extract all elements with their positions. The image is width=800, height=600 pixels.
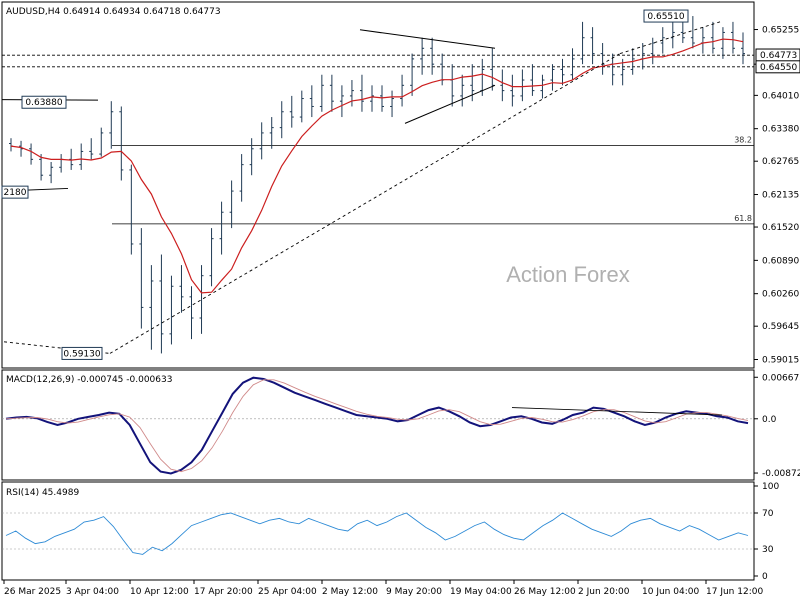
macd-panel-frame xyxy=(1,369,755,481)
time-tick-label: 25 Apr 04:00 xyxy=(258,587,317,597)
macd-indicator: 0.006675 0.0 -0.008724 xyxy=(2,373,800,479)
annotation-box xyxy=(61,346,103,360)
price-grid xyxy=(2,29,758,361)
rsi-tick-label: 30 xyxy=(762,545,774,555)
watermark: Action Forex xyxy=(506,262,630,287)
annotation-label: 0.59130 xyxy=(63,349,100,359)
candlestick-series xyxy=(9,16,745,354)
time-tick-label: 17 Jun 12:00 xyxy=(706,587,763,597)
price-panel-frame xyxy=(1,1,755,369)
price-tick-label: 0.59645 xyxy=(762,322,799,332)
rsi-tick-label: 70 xyxy=(762,509,774,519)
chart-header: AUDUSD,H4 0.64914 0.64934 0.64718 0.6477… xyxy=(6,7,221,17)
macd-tick-label: 0.006675 xyxy=(762,373,800,383)
time-tick-label: 10 Apr 12:00 xyxy=(130,587,189,597)
time-tick-label: 9 May 20:00 xyxy=(386,587,442,597)
fib-level-label: 61.8 xyxy=(734,214,752,223)
time-tick-label: 10 Jun 04:00 xyxy=(642,587,699,597)
macd-line xyxy=(5,376,749,475)
time-tick-label: 17 Apr 20:00 xyxy=(194,587,253,597)
macd-tick-label: -0.008724 xyxy=(762,469,800,479)
time-tick-label: 3 Apr 04:00 xyxy=(66,587,119,597)
moving-average-path xyxy=(10,38,744,294)
price-tick-label: 0.59015 xyxy=(762,356,799,366)
price-tick-label: 0.63380 xyxy=(762,125,799,135)
rsi-line xyxy=(5,512,749,555)
price-tick-label: 0.62765 xyxy=(762,157,799,167)
price-axis-labels: 0.652550.646000.640100.633800.627650.621… xyxy=(762,26,799,366)
time-tick-label: 19 May 04:00 xyxy=(450,587,512,597)
rising-trendline-ext xyxy=(619,21,721,55)
price-tick-label: 0.62135 xyxy=(762,191,799,201)
time-tick-label: 2 Jun 20:00 xyxy=(578,587,630,597)
triangle-upper xyxy=(359,29,496,49)
price-tick-label: 0.64010 xyxy=(762,91,799,101)
price-tags: 0.64773 0.64550 xyxy=(755,48,800,74)
moving-average-line xyxy=(10,38,744,294)
price-tag-label: 0.64550 xyxy=(760,63,797,73)
rsi-indicator: 100 70 30 0 xyxy=(2,482,779,582)
price-tick-label: 0.60260 xyxy=(762,290,799,300)
rsi-tick-label: 100 xyxy=(762,482,779,492)
price-tick-label: 0.61520 xyxy=(762,223,799,233)
fib-levels: 38.2 61.8 xyxy=(112,136,754,225)
time-tick-label: 26 May 12:00 xyxy=(514,587,576,597)
rsi-tick-label: 0 xyxy=(762,572,768,582)
rsi-panel-frame xyxy=(1,481,755,581)
time-axis: 26 Mar 2025 3 Apr 04:00 10 Apr 12:00 17 Apr… xyxy=(3,580,763,597)
rising-trendline xyxy=(109,53,621,354)
annotation-box xyxy=(643,9,689,23)
time-tick-label: 2 May 12:00 xyxy=(322,587,378,597)
annotation-box xyxy=(21,95,67,109)
annotation-label: 0.65510 xyxy=(647,12,684,22)
price-tag-box xyxy=(755,60,800,74)
price-annotations: 0.63880 2180 0.59130 0.65510 xyxy=(1,9,689,360)
macd-title: MACD(12,26,9) -0.000745 -0.000633 xyxy=(6,375,172,385)
rsi-title: RSI(14) 45.4989 xyxy=(6,488,79,498)
fib-level-label: 38.2 xyxy=(734,136,752,145)
price-tag-label: 0.64773 xyxy=(760,51,797,61)
macd-signal-line xyxy=(5,379,749,473)
annotation-box xyxy=(1,185,29,199)
macd-divergence-line xyxy=(511,407,723,416)
annotation-label: 0.63880 xyxy=(25,98,62,108)
price-tick-label: 0.65255 xyxy=(762,26,799,36)
price-tick-label: 0.60890 xyxy=(762,256,799,266)
annotation-label: 2180 xyxy=(4,188,27,198)
triangle-lower xyxy=(404,84,496,124)
macd-tick-label: 0.0 xyxy=(762,415,777,425)
time-tick-label: 26 Mar 2025 xyxy=(4,587,61,597)
